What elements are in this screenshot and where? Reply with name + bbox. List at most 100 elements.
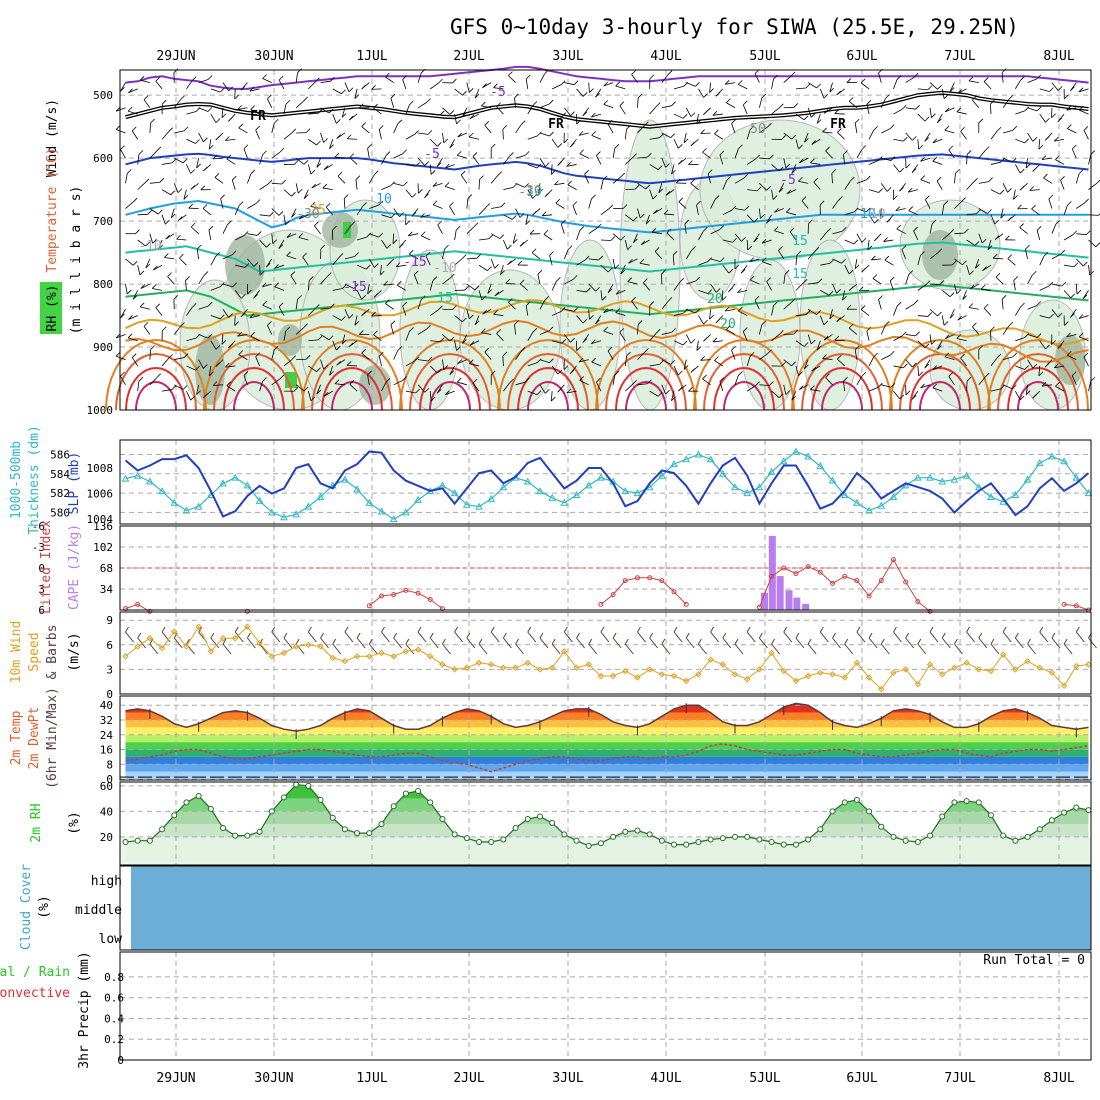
thickness-point [1011,490,1020,499]
wind-barb-flag [285,220,290,225]
wind-barb-flag [544,389,550,394]
wind-speed-point [1024,657,1031,665]
wind-barb [1027,305,1037,310]
wind-barb [243,375,248,385]
wind-barb-flag [849,176,855,182]
wind-barb-flag [145,263,151,269]
thickness-point [743,489,752,497]
wind-barb [341,107,346,118]
wind-barb-flag [238,123,244,129]
wind-barb [868,189,879,193]
wind-barb [966,154,968,165]
wind-barb [917,315,928,317]
wind-barb-flag [767,349,772,355]
wind-barb-flag [1098,213,1100,216]
wind-barb-flag [385,299,390,304]
wind-barb-flag [603,308,608,313]
rh-axis-swatch [40,282,62,334]
wind-barb-flag [334,152,340,158]
wind-barb-flag [886,187,892,192]
wind-barb-flag [548,99,554,105]
wind-barb-flag [740,268,746,274]
wind-barb [474,88,480,99]
wind-barb [190,226,199,235]
wind-barb [631,300,638,310]
wind-barb-flag [444,182,450,187]
surface-wind-barb-flag [722,632,727,639]
wind-barb [457,132,467,138]
wind-barb [311,182,321,189]
wind-barb-flag [956,289,962,295]
surface-wind-barb-flag [515,638,520,645]
wind-barb [884,259,894,266]
wind-barb [343,198,346,209]
wind-barb [552,340,562,344]
wind-barb-flag [984,146,990,151]
wind-barb [929,252,939,260]
surface-wind-barb-flag [173,632,178,639]
wind-barb [966,213,977,216]
wind-barb [442,107,451,115]
wind-barb [137,182,146,190]
wind-barb [783,274,786,285]
wind-barb [466,283,476,291]
wind-barb-flag [221,340,227,345]
wind-barb [822,131,833,134]
wind-barb [661,132,671,139]
isotherm-label: -19 [518,185,541,200]
isotherm-label: -5 [780,173,796,188]
wind-barb-flag [808,219,813,224]
wind-barb [843,381,846,392]
wind-barb-flag [214,173,220,178]
wind-barb-flag [228,343,233,349]
wind-barb [392,233,395,244]
wind-barb-flag [266,243,271,248]
wind-barb-flag [937,85,942,90]
wind-barb [710,258,721,263]
wind-barb [373,107,382,115]
wind-barb-flag [949,313,955,319]
wind-barb-flag [488,234,494,240]
wind-barb-flag [456,346,461,351]
wind-barb-flag [414,356,419,362]
wind-barb [555,202,565,209]
wind-barb [1051,82,1059,91]
wind-barb [115,334,126,339]
wind-barb-flag [688,160,693,165]
wind-barb-flag [1049,87,1054,92]
wind-barb [308,365,317,372]
wind-barb [834,113,845,115]
wind-barb-flag [737,306,743,312]
li-point [123,606,128,612]
wind-barb-flag [1073,262,1079,268]
wind-barb [402,79,407,90]
wind-barb-flag [191,303,197,308]
wind-barb [214,177,224,184]
wind-barb [600,179,604,190]
warm-isotherm-arc [203,338,305,411]
wind-barb-flag [212,381,218,386]
wind-barb-flag [329,144,334,149]
t2m-label-1: 2m Temp [9,710,24,765]
wind-barb [162,162,173,165]
wind-barb [627,281,638,285]
wind-barb-flag [932,365,938,370]
wind-barb-flag [173,68,179,73]
wind-barb-flag [348,342,354,348]
wind-barb-flag [120,145,125,150]
wind-barb [686,82,696,87]
isotherm-label: 15 [792,234,808,249]
wind-barb [774,230,784,235]
wind-barb-flag [591,357,596,363]
warm-isotherm-arc [889,338,991,411]
wind-barb [1075,173,1080,184]
wind-barb [941,88,945,99]
wind-barb [795,87,806,90]
wind-barb-flag [1078,314,1084,319]
wind-barb-flag [874,218,879,224]
wind-barb [588,283,596,292]
wind-barb [993,257,1004,260]
thickness-point [1048,452,1056,460]
wind-barb-flag [472,378,478,384]
